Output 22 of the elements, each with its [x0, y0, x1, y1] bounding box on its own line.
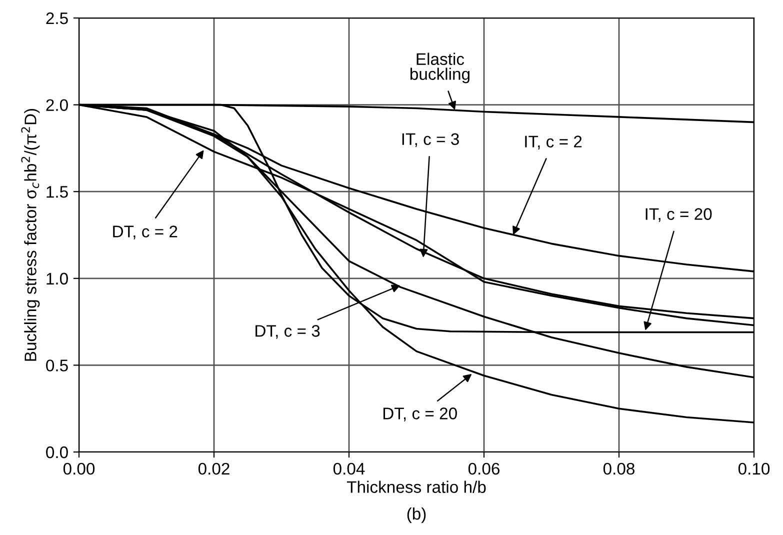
text: (b) — [407, 507, 426, 523]
y-tick-label: 0.5 — [46, 360, 68, 372]
annotation: IT, c = 2 — [525, 136, 582, 150]
annotation: DT, c = 20 — [383, 408, 457, 422]
annotation: DT, c = 3 — [256, 325, 320, 339]
annotation: Elastic buckling — [410, 52, 470, 84]
x-tick-label: 0.08 — [603, 462, 634, 475]
x-tick-label: 0.04 — [333, 462, 365, 475]
annotation: DT, c = 2 — [113, 226, 178, 240]
y-axis-title: Buckling stress factor σ$_{c}$hb$^{2}$/(π$^{2}$D) — [21, 108, 40, 361]
annotation: IT, c = 20 — [646, 208, 712, 222]
x-tick-label: 0.06 — [468, 462, 500, 475]
x-tick-label: 0.02 — [198, 462, 230, 475]
y-tick-label: 2.0 — [46, 99, 68, 112]
y-tick-label: 1.0 — [46, 272, 68, 285]
x-axis-title: Thickness ratio h/b — [346, 480, 486, 493]
x-tick-label: 0.10 — [738, 462, 770, 475]
y-tick-label: 0.0 — [46, 446, 68, 458]
y-tick-label: 1.5 — [46, 186, 68, 198]
x-tick-label: 0.00 — [63, 462, 95, 475]
annotation: IT, c = 3 — [402, 133, 459, 148]
y-tick-label: 2.5 — [46, 12, 68, 24]
